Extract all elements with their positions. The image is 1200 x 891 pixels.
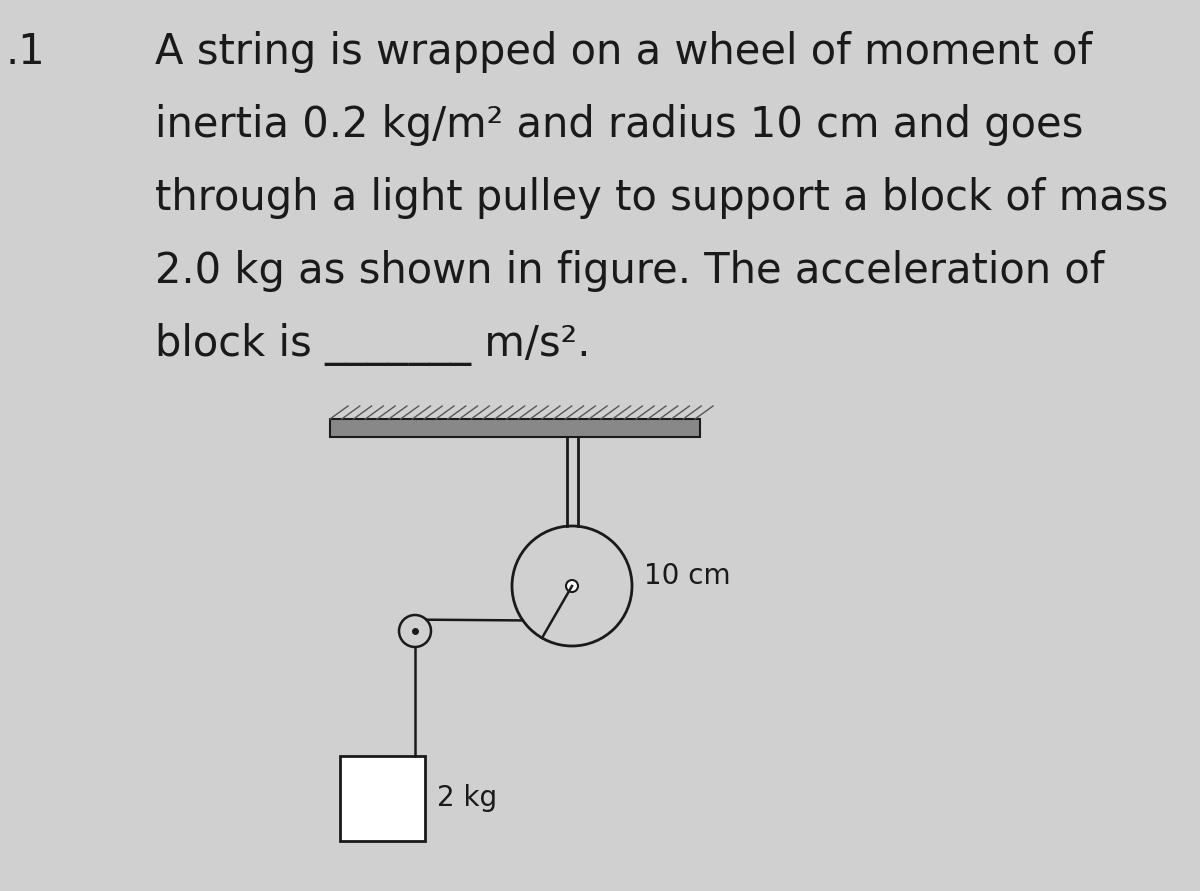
Text: 2 kg: 2 kg bbox=[437, 784, 497, 813]
Text: A string is wrapped on a wheel of moment of: A string is wrapped on a wheel of moment… bbox=[155, 31, 1092, 73]
Text: 10 cm: 10 cm bbox=[644, 562, 731, 590]
Text: .1: .1 bbox=[5, 31, 44, 73]
Bar bbox=[330, 419, 700, 437]
Bar bbox=[340, 756, 425, 841]
Text: 2.0 kg as shown in figure. The acceleration of: 2.0 kg as shown in figure. The accelerat… bbox=[155, 250, 1104, 292]
Text: block is _______ m/s².: block is _______ m/s². bbox=[155, 323, 590, 366]
Text: inertia 0.2 kg/m² and radius 10 cm and goes: inertia 0.2 kg/m² and radius 10 cm and g… bbox=[155, 104, 1084, 146]
Circle shape bbox=[566, 580, 578, 592]
Text: through a light pulley to support a block of mass: through a light pulley to support a bloc… bbox=[155, 177, 1169, 219]
